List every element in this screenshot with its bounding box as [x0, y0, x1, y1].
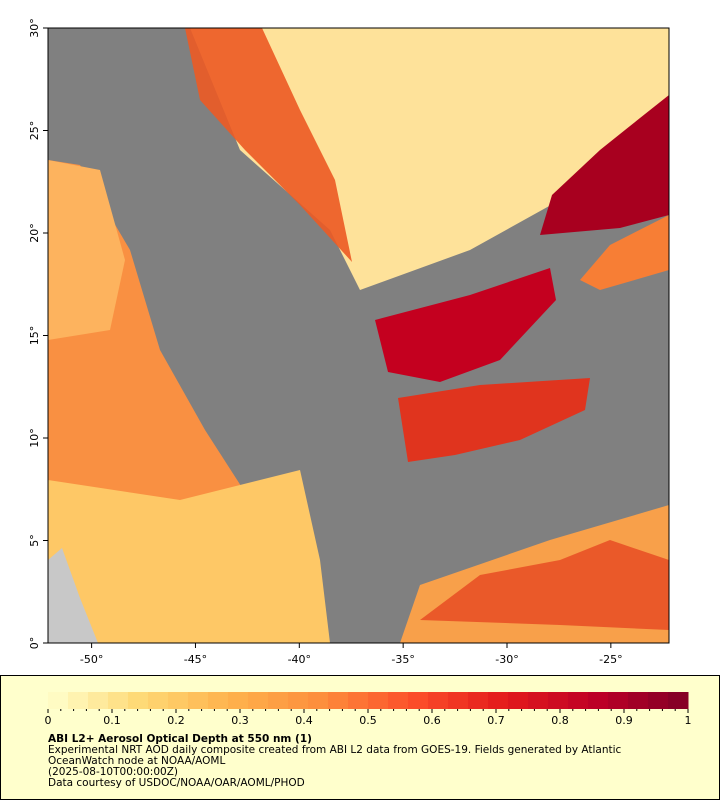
x-tick-label: -35° [391, 653, 414, 666]
x-tick-label: -30° [495, 653, 518, 666]
colorbar-segment [648, 692, 669, 709]
colorbar-tick-label: 0 [45, 714, 52, 727]
colorbar-segment [208, 692, 229, 709]
aod-field [48, 470, 330, 643]
colorbar-segment [268, 692, 289, 709]
colorbar-segment [108, 692, 129, 709]
colorbar-segment [148, 692, 169, 709]
aod-field [540, 95, 669, 235]
colorbar-tick-label: 0.5 [359, 714, 377, 727]
aod-field [420, 540, 669, 630]
colorbar-segment [128, 692, 149, 709]
aod-field [580, 215, 669, 290]
x-tick-label: -45° [184, 653, 207, 666]
colorbar-segment [248, 692, 269, 709]
colorbar-segment [348, 692, 369, 709]
colorbar-segment [468, 692, 489, 709]
aod-field [375, 268, 556, 382]
colorbar-segment [548, 692, 569, 709]
colorbar-segment [388, 692, 409, 709]
colorbar-segment [288, 692, 309, 709]
colorbar-segment [488, 692, 509, 709]
y-tick-label: 0° [28, 637, 41, 650]
map-area [48, 28, 669, 643]
y-tick-label: 20° [28, 223, 41, 243]
x-tick-label: -25° [599, 653, 622, 666]
colorbar-segment [668, 692, 689, 709]
colorbar-segment [528, 692, 549, 709]
colorbar-segment [588, 692, 609, 709]
y-tick-label: 25° [28, 121, 41, 141]
colorbar-segment [368, 692, 389, 709]
colorbar-segment [168, 692, 189, 709]
colorbar-tick-label: 0.6 [423, 714, 441, 727]
colorbar-segment [568, 692, 589, 709]
colorbar-segment [408, 692, 429, 709]
caption-title: ABI L2+ Aerosol Optical Depth at 550 nm … [48, 733, 312, 745]
colorbar-tick-label: 0.9 [615, 714, 633, 727]
caption-line: Experimental NRT AOD daily composite cre… [48, 744, 622, 756]
colorbar-segment [428, 692, 449, 709]
colorbar-tick-label: 0.7 [487, 714, 505, 727]
y-tick-label: 15° [28, 326, 41, 346]
colorbar-segment [188, 692, 209, 709]
colorbar-segment [628, 692, 649, 709]
caption-line: OceanWatch node at NOAA/AOML [48, 755, 225, 767]
colorbar-segment [228, 692, 249, 709]
colorbar-segment [308, 692, 329, 709]
colorbar-segment [48, 692, 69, 709]
caption-line: Data courtesy of USDOC/NOAA/OAR/AOML/PHO… [48, 777, 305, 789]
colorbar-tick-label: 0.1 [103, 714, 121, 727]
colorbar-tick-label: 0.3 [231, 714, 249, 727]
y-tick-label: 10° [28, 428, 41, 448]
y-tick-label: 30° [28, 18, 41, 38]
colorbar-segment [88, 692, 109, 709]
aod-field [48, 160, 125, 340]
colorbar-tick-label: 0.8 [551, 714, 569, 727]
colorbar-tick-label: 0.2 [167, 714, 185, 727]
aod-field [190, 28, 669, 290]
aod-field [398, 378, 590, 462]
y-tick-label: 5° [28, 534, 41, 547]
land [48, 548, 98, 643]
colorbar-segment [68, 692, 89, 709]
caption-line: (2025-08-10T00:00:00Z) [48, 766, 178, 778]
colorbar-segment [608, 692, 629, 709]
aod-field [185, 28, 352, 262]
colorbar-segment [508, 692, 529, 709]
x-tick-label: -50° [80, 653, 103, 666]
colorbar-tick-label: 1 [685, 714, 692, 727]
x-tick-label: -40° [288, 653, 311, 666]
colorbar-tick-label: 0.4 [295, 714, 313, 727]
colorbar-segment [328, 692, 349, 709]
colorbar-segment [448, 692, 469, 709]
